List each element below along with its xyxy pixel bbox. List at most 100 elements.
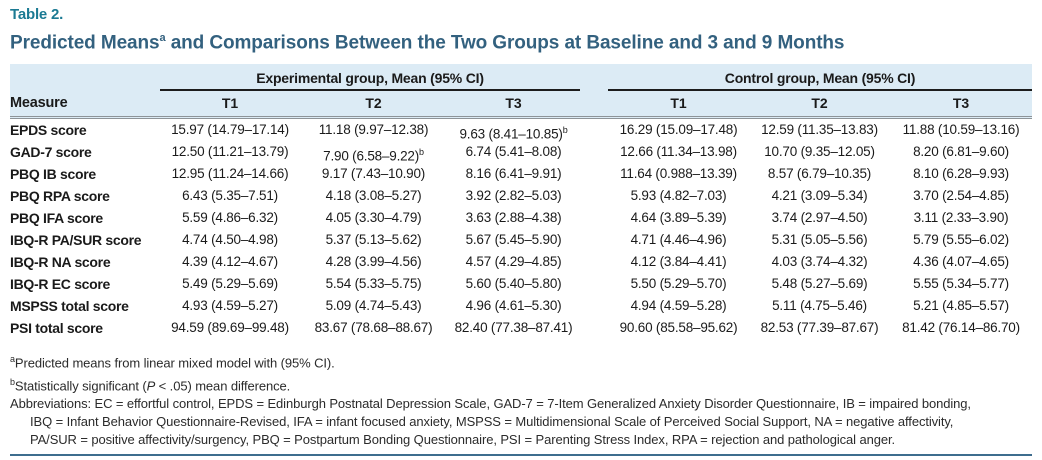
table-row: MSPSS total score 4.93 (4.59–5.27) 5.09 (4… <box>10 295 1032 317</box>
measure-column-spacer <box>10 70 160 91</box>
ctrl-value-cell: 4.21 (3.09–5.34) <box>771 188 868 204</box>
table-row: IBQ-R EC score 5.49 (5.29–5.69) 5.54 (5.33… <box>10 273 1032 295</box>
footnotes: aPredicted means from linear mixed model… <box>10 350 1032 449</box>
exp-value-cell: 9.63 (8.41–10.85)b <box>459 125 568 142</box>
table-row: PBQ RPA score 6.43 (5.35–7.51) 4.18 (3.08–… <box>10 185 1032 207</box>
exp-value-cell: 83.67 (78.68–88.67) <box>314 320 433 336</box>
ctrl-value-cell: 3.74 (2.97–4.50) <box>771 210 868 226</box>
table-row: GAD-7 score 12.50 (11.21–13.79) 7.90 (6.58… <box>10 141 1032 164</box>
ctrl-value-cell: 11.88 (10.59–13.16) <box>902 122 1020 138</box>
exp-value-cell: 5.54 (5.33–5.75) <box>325 276 422 292</box>
ctrl-value-cell: 4.03 (3.74–4.32) <box>771 254 868 270</box>
table-title-post: and Comparisons Between the Two Groups a… <box>165 32 845 54</box>
table-body: EPDS score 15.97 (14.79–17.14) 11.18 (9.97… <box>10 119 1032 339</box>
table-title-pre: Predicted Means <box>10 32 160 54</box>
exp-value-cell: 15.97 (14.79–17.14) <box>171 122 289 138</box>
italic-text: P <box>146 377 156 393</box>
ctrl-t2-header: T2 <box>811 95 828 112</box>
column-gap <box>580 317 608 339</box>
exp-value-cell: 4.57 (4.29–4.85) <box>465 254 562 270</box>
exp-value-cell: 5.37 (5.13–5.62) <box>325 232 422 248</box>
footnote-line: PA/SUR = positive affectivity/surgency, … <box>10 431 1032 449</box>
ctrl-value-cell: 90.60 (85.58–95.62) <box>619 320 738 336</box>
exp-value-cell: 82.40 (77.38–87.41) <box>454 320 573 336</box>
table-title: Predicted Meansa and Comparisons Between… <box>10 26 1032 55</box>
column-gap <box>580 295 608 317</box>
footnote-line: bStatistically significant (P < .05) mea… <box>10 373 1032 395</box>
exp-value-cell: 4.18 (3.08–5.27) <box>325 188 422 204</box>
exp-value-cell: 4.28 (3.99–4.56) <box>325 254 422 270</box>
ctrl-value-cell: 5.21 (4.85–5.57) <box>913 298 1009 314</box>
ctrl-value-cell: 8.10 (6.28–9.93) <box>913 166 1009 182</box>
measure-label: GAD-7 score <box>10 144 92 161</box>
footnote-text: Abbreviations: EC = effortful control, E… <box>10 395 971 411</box>
table-title-superscript: a <box>159 32 166 44</box>
footnote-text: Statistically significant ( <box>14 377 147 393</box>
column-gap <box>580 273 608 295</box>
measure-label: IBQ-R PA/SUR score <box>10 232 142 249</box>
column-gap <box>580 229 608 251</box>
exp-value-cell: 5.49 (5.29–5.69) <box>182 276 278 292</box>
exp-value-cell: 4.96 (4.61–5.30) <box>465 298 562 314</box>
ctrl-value-cell: 5.11 (4.75–5.46) <box>772 298 867 314</box>
exp-t3-header: T3 <box>505 95 522 112</box>
ctrl-value-cell: 4.71 (4.46–4.96) <box>630 232 727 248</box>
ctrl-value-cell: 5.31 (5.05–5.56) <box>771 232 868 248</box>
measure-label: MSPSS total score <box>10 298 129 315</box>
footnote-superscript: a <box>10 354 15 365</box>
table-row: IBQ-R NA score 4.39 (4.12–4.67) 4.28 (3.99… <box>10 251 1032 273</box>
footnote-text: PA/SUR = positive affectivity/surgency, … <box>30 431 896 447</box>
measure-column-header: Measure <box>10 95 68 112</box>
ctrl-t3-header: T3 <box>952 95 970 112</box>
exp-value-cell: 5.59 (4.86–6.32) <box>182 210 278 226</box>
ctrl-value-cell: 16.29 (15.09–17.48) <box>619 122 738 138</box>
table-row: EPDS score 15.97 (14.79–17.14) 11.18 (9.97… <box>10 119 1032 142</box>
exp-value-cell: 8.16 (6.41–9.91) <box>465 166 562 182</box>
exp-t2-header: T2 <box>365 95 382 112</box>
ctrl-value-cell: 81.42 (76.14–86.70) <box>902 320 1020 336</box>
footnote-text: IBQ = Infant Behavior Questionnaire-Revi… <box>30 413 954 429</box>
ctrl-value-cell: 12.59 (11.35–13.83) <box>761 122 878 138</box>
table-row: PBQ IB score 12.95 (11.24–14.66) 9.17 (7.4… <box>10 163 1032 185</box>
ctrl-value-cell: 5.79 (5.55–6.02) <box>913 232 1009 248</box>
timepoint-header-row: Measure T1 T2 T3 T1 T2 T3 <box>10 91 1032 116</box>
bottom-rule <box>10 453 1032 456</box>
ctrl-value-cell: 4.94 (4.59–5.28) <box>630 298 727 314</box>
table-row: PSI total score 94.59 (89.69–99.48) 83.67 … <box>10 317 1032 339</box>
exp-value-cell: 6.43 (5.35–7.51) <box>182 188 278 204</box>
measure-label: EPDS score <box>10 122 87 139</box>
exp-value-cell: 4.74 (4.50–4.98) <box>182 232 278 248</box>
ctrl-value-cell: 8.57 (6.79–10.35) <box>767 166 872 182</box>
exp-value-cell: 5.60 (5.40–5.80) <box>465 276 562 292</box>
exp-t1-header: T1 <box>221 95 239 112</box>
control-group-header: Control group, Mean (95% CI) <box>608 70 1032 92</box>
measure-label: PBQ IFA score <box>10 210 103 227</box>
experimental-group-header: Experimental group, Mean (95% CI) <box>160 70 580 92</box>
table-row: PBQ IFA score 5.59 (4.86–6.32) 4.05 (3.30–… <box>10 207 1032 229</box>
exp-value-cell: 4.93 (4.59–5.27) <box>182 298 278 314</box>
exp-value-cell: 12.95 (11.24–14.66) <box>171 166 289 182</box>
exp-value-cell: 12.50 (11.21–13.79) <box>171 144 289 160</box>
group-header-row: Experimental group, Mean (95% CI) Contro… <box>10 70 1032 92</box>
ctrl-value-cell: 5.50 (5.29–5.70) <box>630 276 727 292</box>
ctrl-value-cell: 8.20 (6.81–9.60) <box>913 144 1009 160</box>
ctrl-value-cell: 3.70 (2.54–4.85) <box>913 188 1009 204</box>
ctrl-value-cell: 82.53 (77.39–87.67) <box>760 320 879 336</box>
exp-value-cell: 9.17 (7.43–10.90) <box>321 166 426 182</box>
exp-value-cell: 4.05 (3.30–4.79) <box>325 210 422 226</box>
ctrl-value-cell: 4.36 (4.07–4.65) <box>913 254 1009 270</box>
measure-label: PBQ IB score <box>10 166 96 183</box>
footnote-text: Predicted means from linear mixed model … <box>14 355 335 371</box>
significance-superscript: b <box>562 125 568 136</box>
measure-label: IBQ-R EC score <box>10 276 111 293</box>
exp-value-cell: 3.92 (2.82–5.03) <box>465 188 562 204</box>
table-header-band: Experimental group, Mean (95% CI) Contro… <box>10 64 1032 120</box>
ctrl-t1-header: T1 <box>670 95 687 112</box>
exp-value-cell: 7.90 (6.58–9.22)b <box>323 147 424 164</box>
ctrl-value-cell: 10.70 (9.35–12.05) <box>764 144 875 160</box>
exp-value-cell: 4.39 (4.12–4.67) <box>182 254 278 270</box>
column-gap <box>580 163 608 185</box>
measure-label: PSI total score <box>10 320 103 337</box>
ctrl-value-cell: 4.64 (3.89–5.39) <box>630 210 727 226</box>
